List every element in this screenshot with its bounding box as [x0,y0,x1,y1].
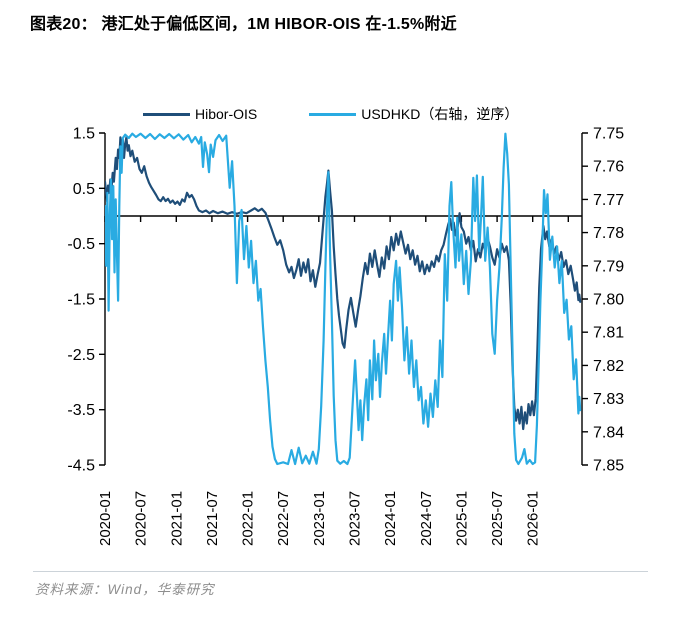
right-axis-tick-label: 7.85 [593,458,624,475]
source-divider [33,571,648,572]
right-axis-tick-label: 7.83 [593,391,624,408]
left-axis-tick-label: -2.5 [67,347,95,364]
left-axis-tick-label: 1.5 [73,126,95,143]
usdhkd-line-swatch [309,112,357,116]
page-title: 图表20： 港汇处于偏低区间，1M HIBOR-OIS 在-1.5%附近 [30,16,457,33]
x-axis-tick-label: 2025-07 [489,491,506,546]
right-axis-tick-label: 7.84 [593,424,624,441]
left-axis-tick-label: -0.5 [67,236,95,253]
legend-label-usdhkd: USDHKD（右轴，逆序） [361,106,519,122]
right-axis-tick-label: 7.82 [593,358,624,375]
left-axis-tick-label: -1.5 [67,292,95,309]
left-axis-tick-label: -4.5 [67,458,95,475]
source-note: 资料来源：Wind，华泰研究 [35,582,215,597]
right-axis-tick-label: 7.79 [593,258,624,275]
chart-legend: Hibor-OIS USDHKD（右轴，逆序） [143,104,518,124]
x-axis-tick-label: 2024-01 [382,491,399,546]
left-axis [99,132,106,466]
right-axis-tick-label: 7.80 [593,292,624,309]
usdhkd-line [105,132,582,466]
x-axis-tick-label: 2023-01 [311,491,328,546]
left-axis-tick-label: -3.5 [67,402,95,419]
right-axis-tick-label: 7.75 [593,126,624,143]
right-axis-tick-label: 7.78 [593,225,624,242]
hibor-ois-line-swatch [143,112,190,116]
x-axis-tick-label: 2025-01 [453,491,470,546]
x-axis-tick-label: 2022-07 [275,491,292,546]
x-axis-tick-label: 2026-01 [525,491,542,546]
x-axis-tick-label: 2020-01 [97,491,114,546]
legend-label-hibor-ois: Hibor-OIS [195,106,258,122]
right-axis [581,132,588,466]
x-axis-tick-label: 2021-07 [204,491,221,546]
x-axis-tick-label: 2024-07 [418,491,435,546]
right-axis-tick-label: 7.76 [593,159,624,176]
legend-item-usdhkd: USDHKD（右轴，逆序） [309,104,518,124]
x-axis-tick-label: 2021-01 [168,491,185,546]
left-axis-tick-label: 0.5 [73,181,95,198]
right-axis-tick-label: 7.77 [593,192,624,209]
x-axis-tick-label: 2022-01 [240,491,257,546]
x-axis-tick-label: 2020-07 [133,491,150,546]
right-axis-tick-label: 7.81 [593,325,624,342]
x-axis-tick-label: 2023-07 [347,491,364,546]
legend-item-hibor-ois: Hibor-OIS [143,106,257,122]
